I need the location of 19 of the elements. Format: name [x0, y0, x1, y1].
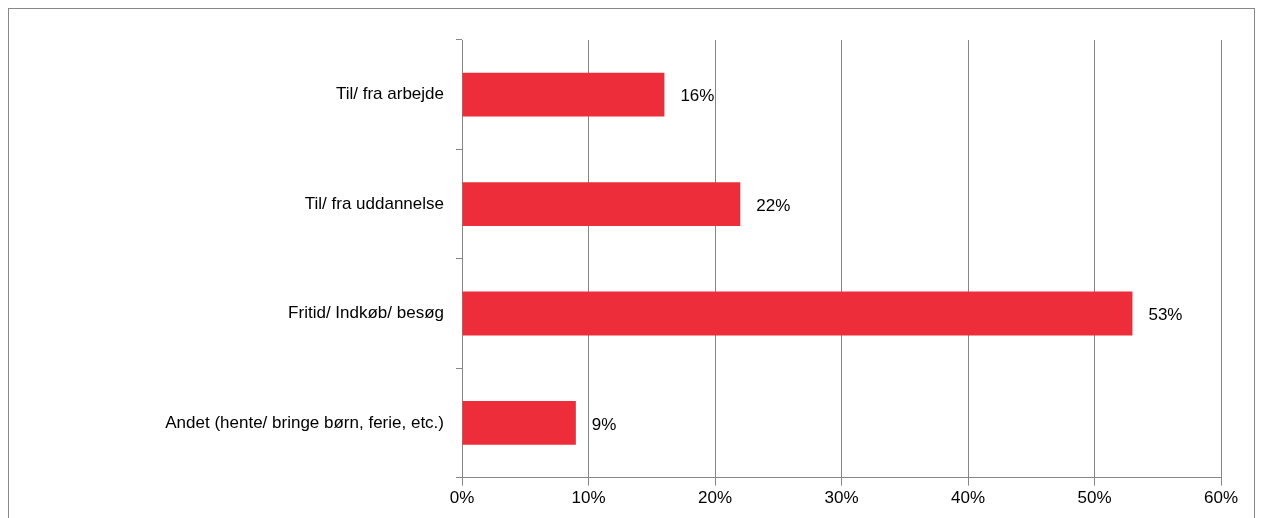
data-label: 16% — [680, 86, 715, 106]
data-label: 9% — [591, 414, 617, 434]
x-tick-label: 20% — [697, 488, 733, 508]
x-tick-label: 0% — [449, 488, 475, 508]
bar — [462, 182, 741, 226]
x-tick-label: 40% — [950, 488, 986, 508]
x-tick-label: 10% — [571, 488, 606, 508]
y-tick-label: Fritid/ Indkøb/ besøg — [288, 303, 444, 323]
y-tick-label: Andet (hente/ bringe børn, ferie, etc.) — [165, 412, 444, 432]
x-tick-label: 30% — [824, 488, 859, 508]
bar — [462, 401, 576, 445]
y-tick-label: Til/ fra uddannelse — [304, 193, 444, 213]
data-label: 53% — [1148, 305, 1183, 325]
bar — [462, 72, 665, 117]
data-label: 22% — [756, 195, 791, 215]
x-tick-label: 60% — [1203, 488, 1239, 508]
y-tick-label: Til/ fra arbejde — [335, 84, 444, 104]
x-tick-label: 50% — [1077, 488, 1112, 508]
bar — [462, 291, 1133, 336]
